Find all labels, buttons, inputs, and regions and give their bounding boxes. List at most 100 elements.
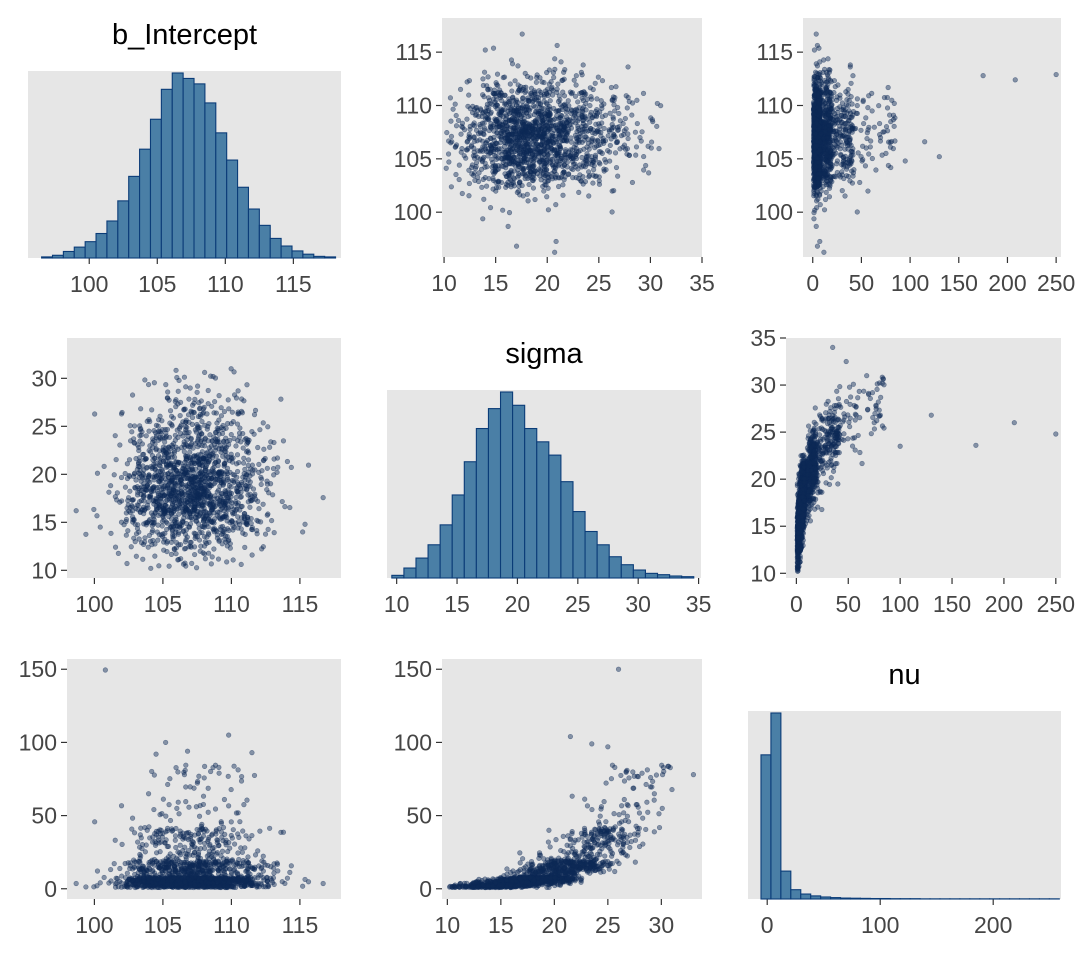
scatter-point [162,439,168,445]
histogram-bar [487,408,502,579]
x-tick-label: 100 [881,591,919,617]
scatter-point [223,491,229,497]
scatter-point [494,124,500,130]
scatter-point [607,142,613,149]
scatter-point [599,105,605,112]
scatter-point [521,131,528,137]
scatter-point [192,492,198,499]
scatter-point [811,216,817,222]
scatter-point [577,172,583,178]
scatter-point [142,377,148,383]
scatter-point [842,113,848,119]
y-tick-label: 105 [394,146,432,172]
scatter-point [83,531,89,537]
histogram-bar [681,576,695,579]
scatter-point [828,175,834,181]
x-tick-label: 250 [1037,270,1075,296]
scatter-point [251,431,257,437]
scatter-point [811,210,817,216]
scatter-point [480,76,486,82]
histogram-bar [391,574,405,579]
scatter-point [863,115,869,121]
panel-title: b_Intercept [112,19,257,51]
scatter-point [213,410,219,416]
scatter-point [816,159,822,165]
scatter-point [175,388,181,394]
scatter-point [111,472,117,478]
scatter-point [542,131,548,137]
scatter-point [643,162,649,169]
scatter-point [516,87,522,93]
scatter-point [612,94,618,101]
scatter-point [135,489,141,495]
scatter-point [817,125,823,131]
x-tick-label: 0 [790,591,803,617]
scatter-point [177,413,183,419]
scatter-point [561,69,567,75]
scatter-point [812,74,818,80]
scatter-point [235,500,241,506]
scatter-point [141,467,147,473]
scatter-point [526,181,532,188]
scatter-point [607,158,613,164]
scatter-point [492,162,499,169]
scatter-point [260,501,266,507]
scatter-point [595,74,601,80]
scatter-point [245,462,251,469]
histogram-bar [84,241,97,259]
scatter-point [854,102,860,109]
scatter-point [516,153,523,159]
scatter-point [492,152,498,159]
scatter-point [133,553,139,559]
scatter-point [495,83,501,89]
scatter-point [189,414,196,421]
scatter-point [544,154,550,160]
scatter-point [198,479,204,486]
x-tick-label: 100 [70,271,108,297]
histogram-bar [280,245,293,259]
scatter-point [854,209,860,215]
scatter-point [813,223,819,229]
scatter-point [812,131,819,137]
scatter-point [494,116,500,123]
scatter-point [238,408,245,414]
scatter-point [261,446,267,452]
scatter-point [248,498,254,504]
scatter-point [453,112,459,119]
scatter-point [833,114,839,120]
scatter-point [449,139,455,145]
scatter-point [302,521,308,527]
scatter-point [587,102,593,109]
scatter-point [513,139,519,145]
scatter-point [162,471,168,477]
scatter-point [249,524,255,531]
histogram-bar [62,250,75,259]
scatter-point [641,153,647,160]
scatter-point [853,110,859,116]
scatter-point [861,120,867,127]
scatter-point [171,450,178,456]
scatter-point [147,443,153,449]
scatter-point [561,138,568,144]
scatter-point [161,492,168,498]
scatter-point [884,128,891,134]
scatter-point [816,100,822,106]
x-tick-label: 10 [384,591,410,617]
scatter-point [531,171,537,177]
x-tick-label: 110 [207,271,244,297]
scatter-point [498,90,504,96]
histogram-bar [204,102,217,259]
scatter-point [150,474,156,480]
scatter-point [576,127,582,134]
scatter-point [145,381,152,388]
scatter-point [189,560,195,566]
scatter-point [195,383,201,389]
scatter-point [891,123,897,129]
scatter-point [229,477,235,484]
scatter-point [865,188,871,194]
scatter-point [535,126,542,132]
scatter-point [183,455,189,461]
scatter-point [842,193,848,199]
scatter-point [233,485,239,491]
